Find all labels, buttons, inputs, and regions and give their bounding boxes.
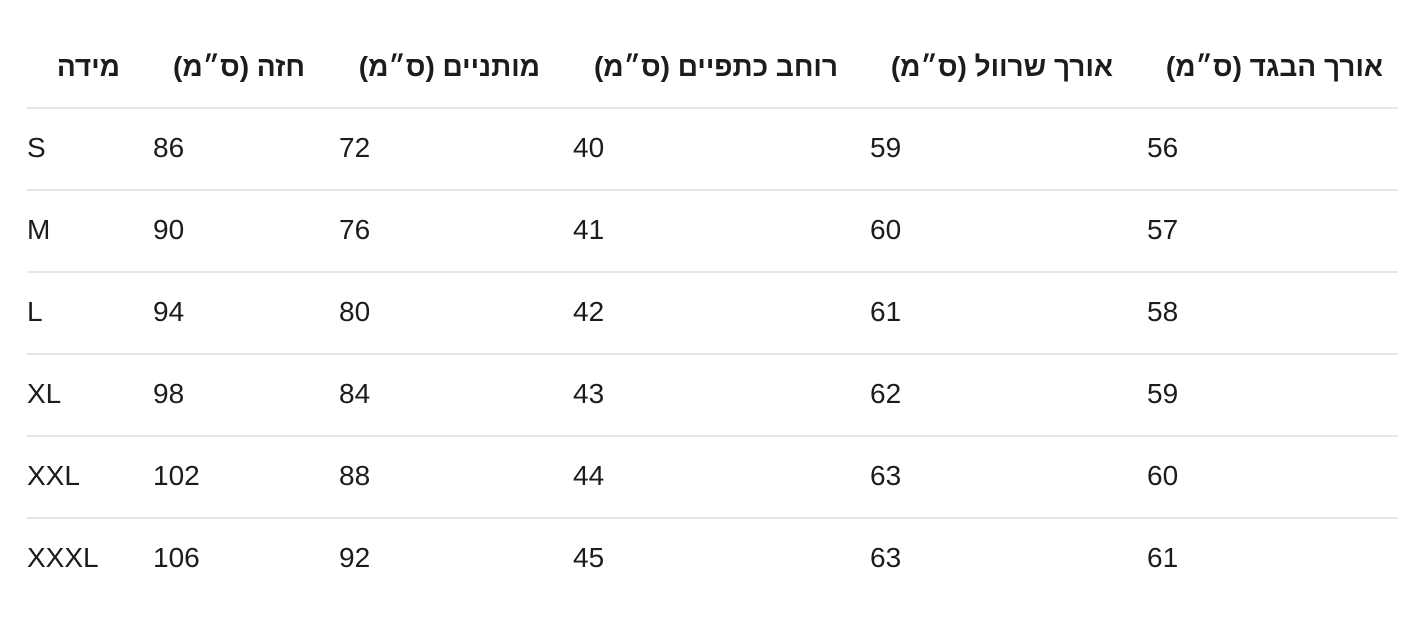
- column-header: רוחב כתפיים (ס״מ): [593, 51, 838, 82]
- measurement: 60: [870, 214, 902, 245]
- measurement: 59: [1147, 378, 1179, 409]
- measurement: 86: [153, 132, 185, 163]
- measurement: 43: [573, 378, 605, 409]
- header-divider: [27, 107, 1398, 109]
- measurement: 72: [339, 132, 371, 163]
- measurement: 61: [870, 296, 902, 327]
- row-divider: [27, 517, 1398, 519]
- column-header: אורך שרוול (ס״מ): [890, 51, 1113, 82]
- measurement: 76: [339, 214, 371, 245]
- measurement: 45: [573, 542, 605, 573]
- row-divider: [27, 353, 1398, 355]
- measurement: 57: [1147, 214, 1179, 245]
- measurement: 41: [573, 214, 605, 245]
- size-label: XL: [27, 378, 62, 409]
- measurement: 98: [153, 378, 185, 409]
- measurement: 62: [870, 378, 902, 409]
- measurement: 90: [153, 214, 185, 245]
- size-label: XXXL: [27, 542, 99, 573]
- row-divider: [27, 189, 1398, 191]
- column-header: מותניים (ס״מ): [358, 51, 540, 82]
- measurement: 56: [1147, 132, 1179, 163]
- size-label: M: [27, 214, 51, 245]
- measurement: 94: [153, 296, 185, 327]
- measurement: 92: [339, 542, 371, 573]
- size-label: L: [27, 296, 43, 327]
- size-label: XXL: [27, 460, 80, 491]
- measurement: 58: [1147, 296, 1179, 327]
- measurement: 88: [339, 460, 371, 491]
- measurement: 42: [573, 296, 605, 327]
- measurement: 40: [573, 132, 605, 163]
- column-header: אורך הבגד (ס״מ): [1165, 51, 1383, 82]
- measurement: 63: [870, 460, 902, 491]
- row-divider: [27, 435, 1398, 437]
- column-header: מידה: [56, 51, 120, 82]
- size-label: S: [27, 132, 46, 163]
- row-divider: [27, 271, 1398, 273]
- measurement: 84: [339, 378, 371, 409]
- measurement: 106: [153, 542, 200, 573]
- measurement: 63: [870, 542, 902, 573]
- column-header: חזה (ס״מ): [173, 51, 305, 82]
- measurement: 80: [339, 296, 371, 327]
- measurement: 60: [1147, 460, 1179, 491]
- measurement: 44: [573, 460, 605, 491]
- measurement: 59: [870, 132, 902, 163]
- measurement: 61: [1147, 542, 1179, 573]
- measurement: 102: [153, 460, 200, 491]
